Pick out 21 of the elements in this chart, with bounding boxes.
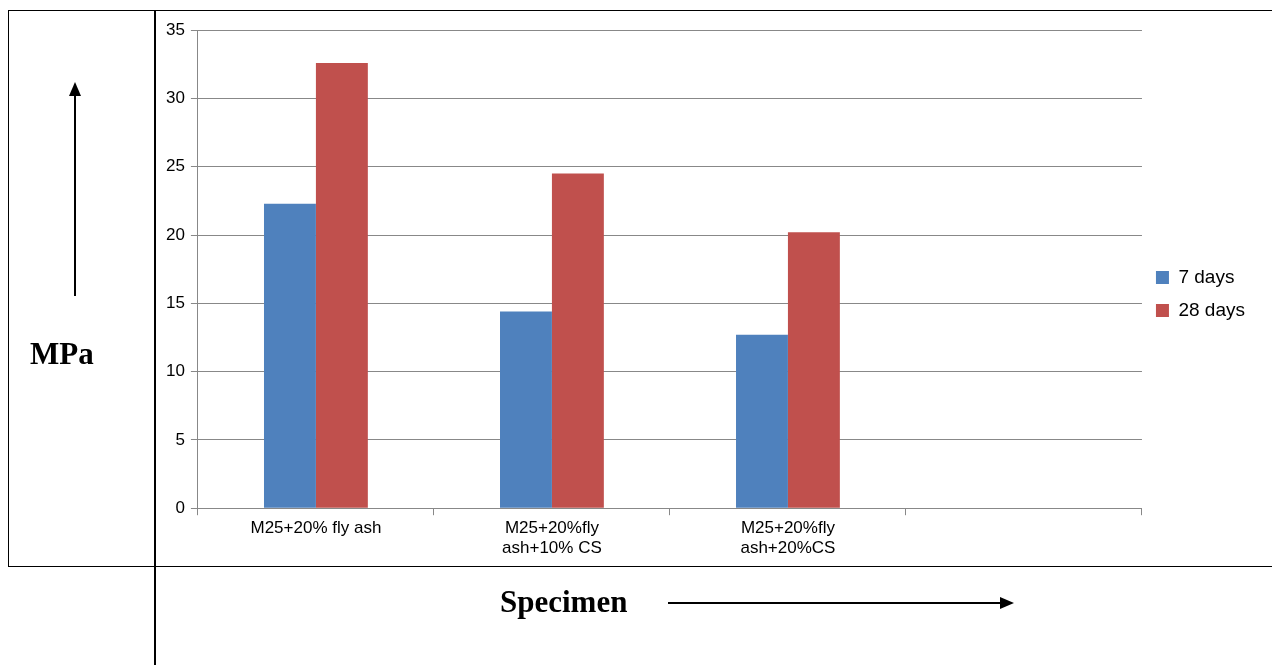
y-tick-label: 5 [175, 429, 185, 449]
y-axis-title: MPa [30, 336, 94, 372]
y-tick-label: 10 [165, 361, 185, 381]
y-tick-label: 20 [165, 224, 185, 244]
bar [500, 311, 552, 508]
legend-label: 28 days [1178, 298, 1245, 320]
y-tick-label: 30 [165, 88, 185, 108]
bar [736, 334, 788, 508]
bar [787, 232, 840, 508]
y-tick-label: 25 [165, 156, 185, 176]
x-tick-label: M25+20%fly ash+10% CS [502, 518, 602, 558]
x-axis-title: Specimen [500, 584, 628, 620]
legend-label: 7 days [1178, 265, 1235, 287]
y-tick-label: 0 [175, 497, 185, 517]
bar [263, 203, 316, 508]
bar [551, 173, 604, 508]
bar [315, 62, 368, 508]
x-tick-label: M25+20%fly ash+20%CS [740, 518, 836, 558]
y-tick-label: 35 [165, 19, 185, 39]
y-tick-label: 15 [165, 293, 185, 313]
x-tick-label: M25+20% fly ash [250, 518, 382, 538]
